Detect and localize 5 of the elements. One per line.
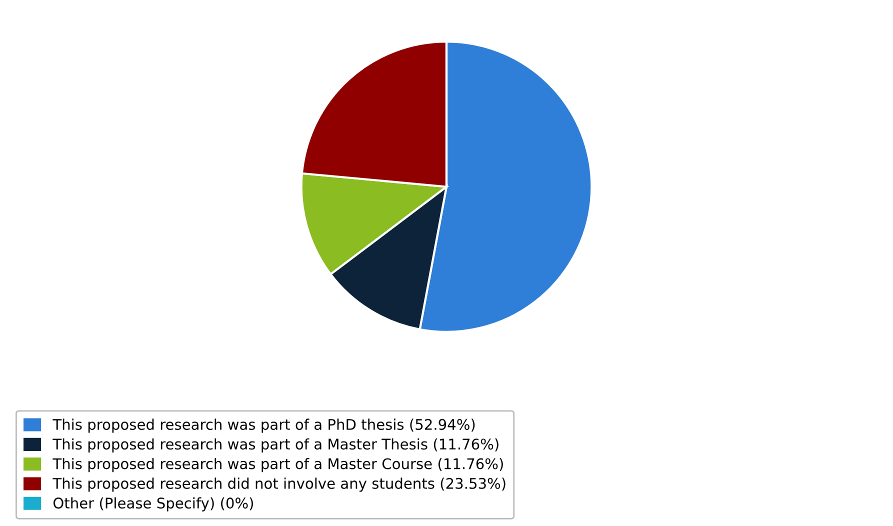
legend-label: This proposed research was part of a PhD thesis (52.94%) [52,418,475,433]
legend-label: This proposed research did not involve any students (23.53%) [52,478,506,492]
legend-label: This proposed research was part of a Master Course (11.76%) [52,458,503,472]
legend-label: This proposed research was part of a Master Thesis (11.76%) [52,438,498,452]
legend-label: Other (Please Specify) (0%) [54,497,254,512]
